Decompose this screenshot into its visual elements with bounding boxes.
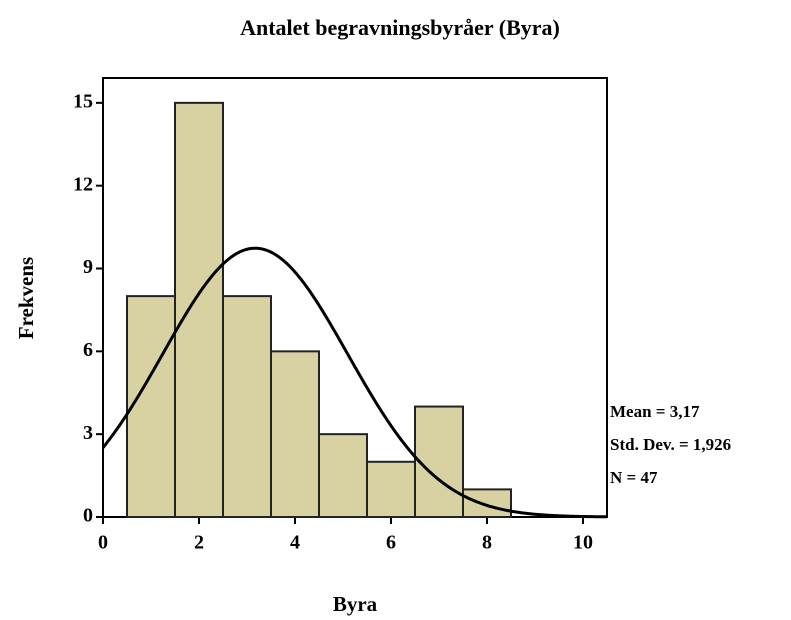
bar: [366, 460, 416, 519]
stat-label: Mean = 3,17: [610, 402, 700, 421]
y-tick-label: 0: [83, 505, 93, 527]
bar: [174, 101, 224, 518]
y-tick-label: 12: [73, 173, 93, 195]
stat-label: N = 47: [610, 468, 658, 487]
y-axis-label: Frekvens: [14, 257, 38, 339]
x-tick-label: 8: [482, 532, 492, 554]
stat-label: Std. Dev. = 1,926: [610, 435, 731, 454]
x-tick-label: 6: [386, 532, 396, 554]
bar: [318, 433, 368, 518]
y-tick-label: 15: [73, 90, 93, 112]
y-tick-label: 9: [83, 256, 93, 278]
x-tick-label: 10: [573, 532, 593, 554]
bar: [222, 295, 272, 519]
y-tick-label: 3: [83, 422, 93, 444]
y-tick-label: 6: [83, 339, 93, 361]
bar: [126, 295, 176, 519]
bar: [270, 350, 320, 518]
normal-curve: [101, 246, 608, 519]
x-tick-label: 0: [98, 532, 108, 554]
bar: [462, 488, 512, 518]
chart-title: Antalet begravningsbyråer (Byra): [240, 15, 560, 40]
bar: [414, 405, 464, 519]
x-axis-label: Byra: [333, 592, 378, 616]
x-tick-label: 2: [194, 532, 204, 554]
x-tick-label: 4: [290, 532, 300, 554]
